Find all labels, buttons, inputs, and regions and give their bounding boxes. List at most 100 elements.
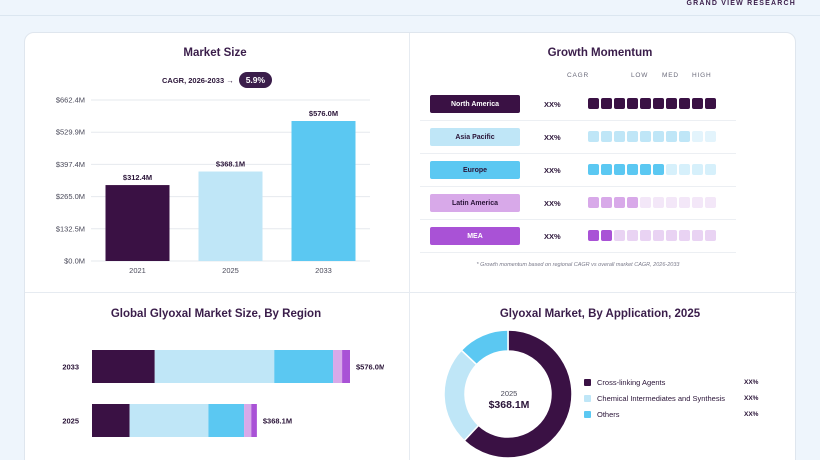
brand-logo: GRAND VIEW RESEARCH xyxy=(686,0,796,7)
stacked-segment xyxy=(92,404,130,437)
growth-row: North America XX% xyxy=(420,88,736,121)
horizontal-divider xyxy=(25,292,797,293)
med-header: MED xyxy=(662,72,679,79)
momentum-square xyxy=(627,131,638,142)
stacked-segment xyxy=(274,350,334,383)
donut-slice xyxy=(460,330,509,366)
momentum-square xyxy=(705,98,716,109)
stacked-segment xyxy=(208,404,245,437)
momentum-square xyxy=(705,164,716,175)
momentum-square xyxy=(588,230,599,241)
momentum-square xyxy=(614,230,625,241)
legend-item: Chemical Intermediates and Synthesis XX% xyxy=(584,394,758,403)
momentum-square xyxy=(705,197,716,208)
bar xyxy=(291,121,356,261)
momentum-square xyxy=(679,230,690,241)
momentum-square xyxy=(614,197,625,208)
momentum-square xyxy=(653,197,664,208)
momentum-square xyxy=(601,197,612,208)
momentum-square xyxy=(692,131,703,142)
market-size-chart: $0.0M $132.5M $265.0M $397.4M $529.9M $662.4M… xyxy=(56,96,370,275)
region-total-label: $576.0M xyxy=(356,363,384,372)
vertical-divider xyxy=(409,33,410,460)
momentum-square xyxy=(601,98,612,109)
momentum-square xyxy=(627,98,638,109)
momentum-square xyxy=(601,230,612,241)
momentum-square xyxy=(627,197,638,208)
momentum-square xyxy=(679,98,690,109)
growth-momentum-title: Growth Momentum xyxy=(547,47,653,59)
momentum-square xyxy=(679,164,690,175)
momentum-square xyxy=(614,131,625,142)
region-cagr: XX% xyxy=(544,166,561,175)
momentum-square xyxy=(653,131,664,142)
growth-row: Europe XX% xyxy=(420,154,736,187)
region-cagr: XX% xyxy=(544,133,561,142)
region-chart-title: Global Glyoxal Market Size, By Region xyxy=(110,308,322,320)
region-cagr: XX% xyxy=(544,199,561,208)
stacked-segment xyxy=(154,350,275,383)
region-cagr: XX% xyxy=(544,232,561,241)
momentum-square xyxy=(705,131,716,142)
region-label: Europe xyxy=(430,161,520,179)
momentum-square xyxy=(666,164,677,175)
momentum-scale xyxy=(588,164,716,175)
legend-swatch xyxy=(584,395,591,402)
legend-swatch xyxy=(584,379,591,386)
momentum-square xyxy=(614,98,625,109)
cagr-header: CAGR xyxy=(567,72,589,79)
momentum-square xyxy=(705,230,716,241)
x-tick-label: 2025 xyxy=(222,266,239,275)
momentum-square xyxy=(588,197,599,208)
growth-note: * Growth momentum based on regional CAGR… xyxy=(476,262,680,268)
momentum-square xyxy=(653,230,664,241)
growth-row: MEA XX% xyxy=(420,220,736,253)
momentum-square xyxy=(588,164,599,175)
cagr-value-badge: 5.9% xyxy=(238,72,273,88)
momentum-square xyxy=(601,164,612,175)
donut-center-year: 2025 xyxy=(500,389,518,398)
momentum-scale xyxy=(588,98,716,109)
stacked-segment xyxy=(333,350,343,383)
y-tick-label: $132.5M xyxy=(56,224,85,233)
region-label: MEA xyxy=(430,227,520,245)
application-donut-chart xyxy=(443,330,573,459)
momentum-square xyxy=(640,164,651,175)
stacked-segment xyxy=(244,404,252,437)
legend-value: XX% xyxy=(744,379,759,386)
momentum-square xyxy=(640,131,651,142)
legend-item: Cross-linking Agents XX% xyxy=(584,378,758,387)
momentum-square xyxy=(692,197,703,208)
stacked-segment xyxy=(342,350,350,383)
legend-label: Chemical Intermediates and Synthesis xyxy=(597,394,725,403)
momentum-square xyxy=(666,131,677,142)
low-header: LOW xyxy=(631,72,649,79)
momentum-square xyxy=(692,98,703,109)
header-divider xyxy=(0,15,820,16)
bar xyxy=(105,185,170,261)
cagr-summary: CAGR, 2026-2033 → 5.9% xyxy=(162,72,273,88)
legend-swatch xyxy=(584,411,591,418)
y-tick-label: $529.9M xyxy=(56,128,85,137)
momentum-square xyxy=(666,98,677,109)
legend-label: Cross-linking Agents xyxy=(597,378,666,387)
momentum-square xyxy=(679,197,690,208)
legend-value: XX% xyxy=(744,411,759,418)
bar-value-label: $368.1M xyxy=(216,160,245,169)
region-total-label: $368.1M xyxy=(263,417,292,426)
donut-center-label: 2025 $368.1M xyxy=(464,389,554,411)
region-label: Asia Pacific xyxy=(430,128,520,146)
momentum-square xyxy=(601,131,612,142)
momentum-square xyxy=(692,164,703,175)
region-cagr: XX% xyxy=(544,100,561,109)
momentum-square xyxy=(627,164,638,175)
application-chart-title: Glyoxal Market, By Application, 2025 xyxy=(499,308,701,320)
bar-value-label: $312.4M xyxy=(123,173,152,182)
bar-value-label: $576.0M xyxy=(309,109,338,118)
momentum-square xyxy=(627,230,638,241)
y-tick-label: $662.4M xyxy=(56,96,85,105)
stacked-segment xyxy=(92,350,155,383)
stacked-segment xyxy=(129,404,209,437)
cagr-label: CAGR, 2026-2033 → xyxy=(162,75,234,85)
momentum-scale xyxy=(588,131,716,142)
